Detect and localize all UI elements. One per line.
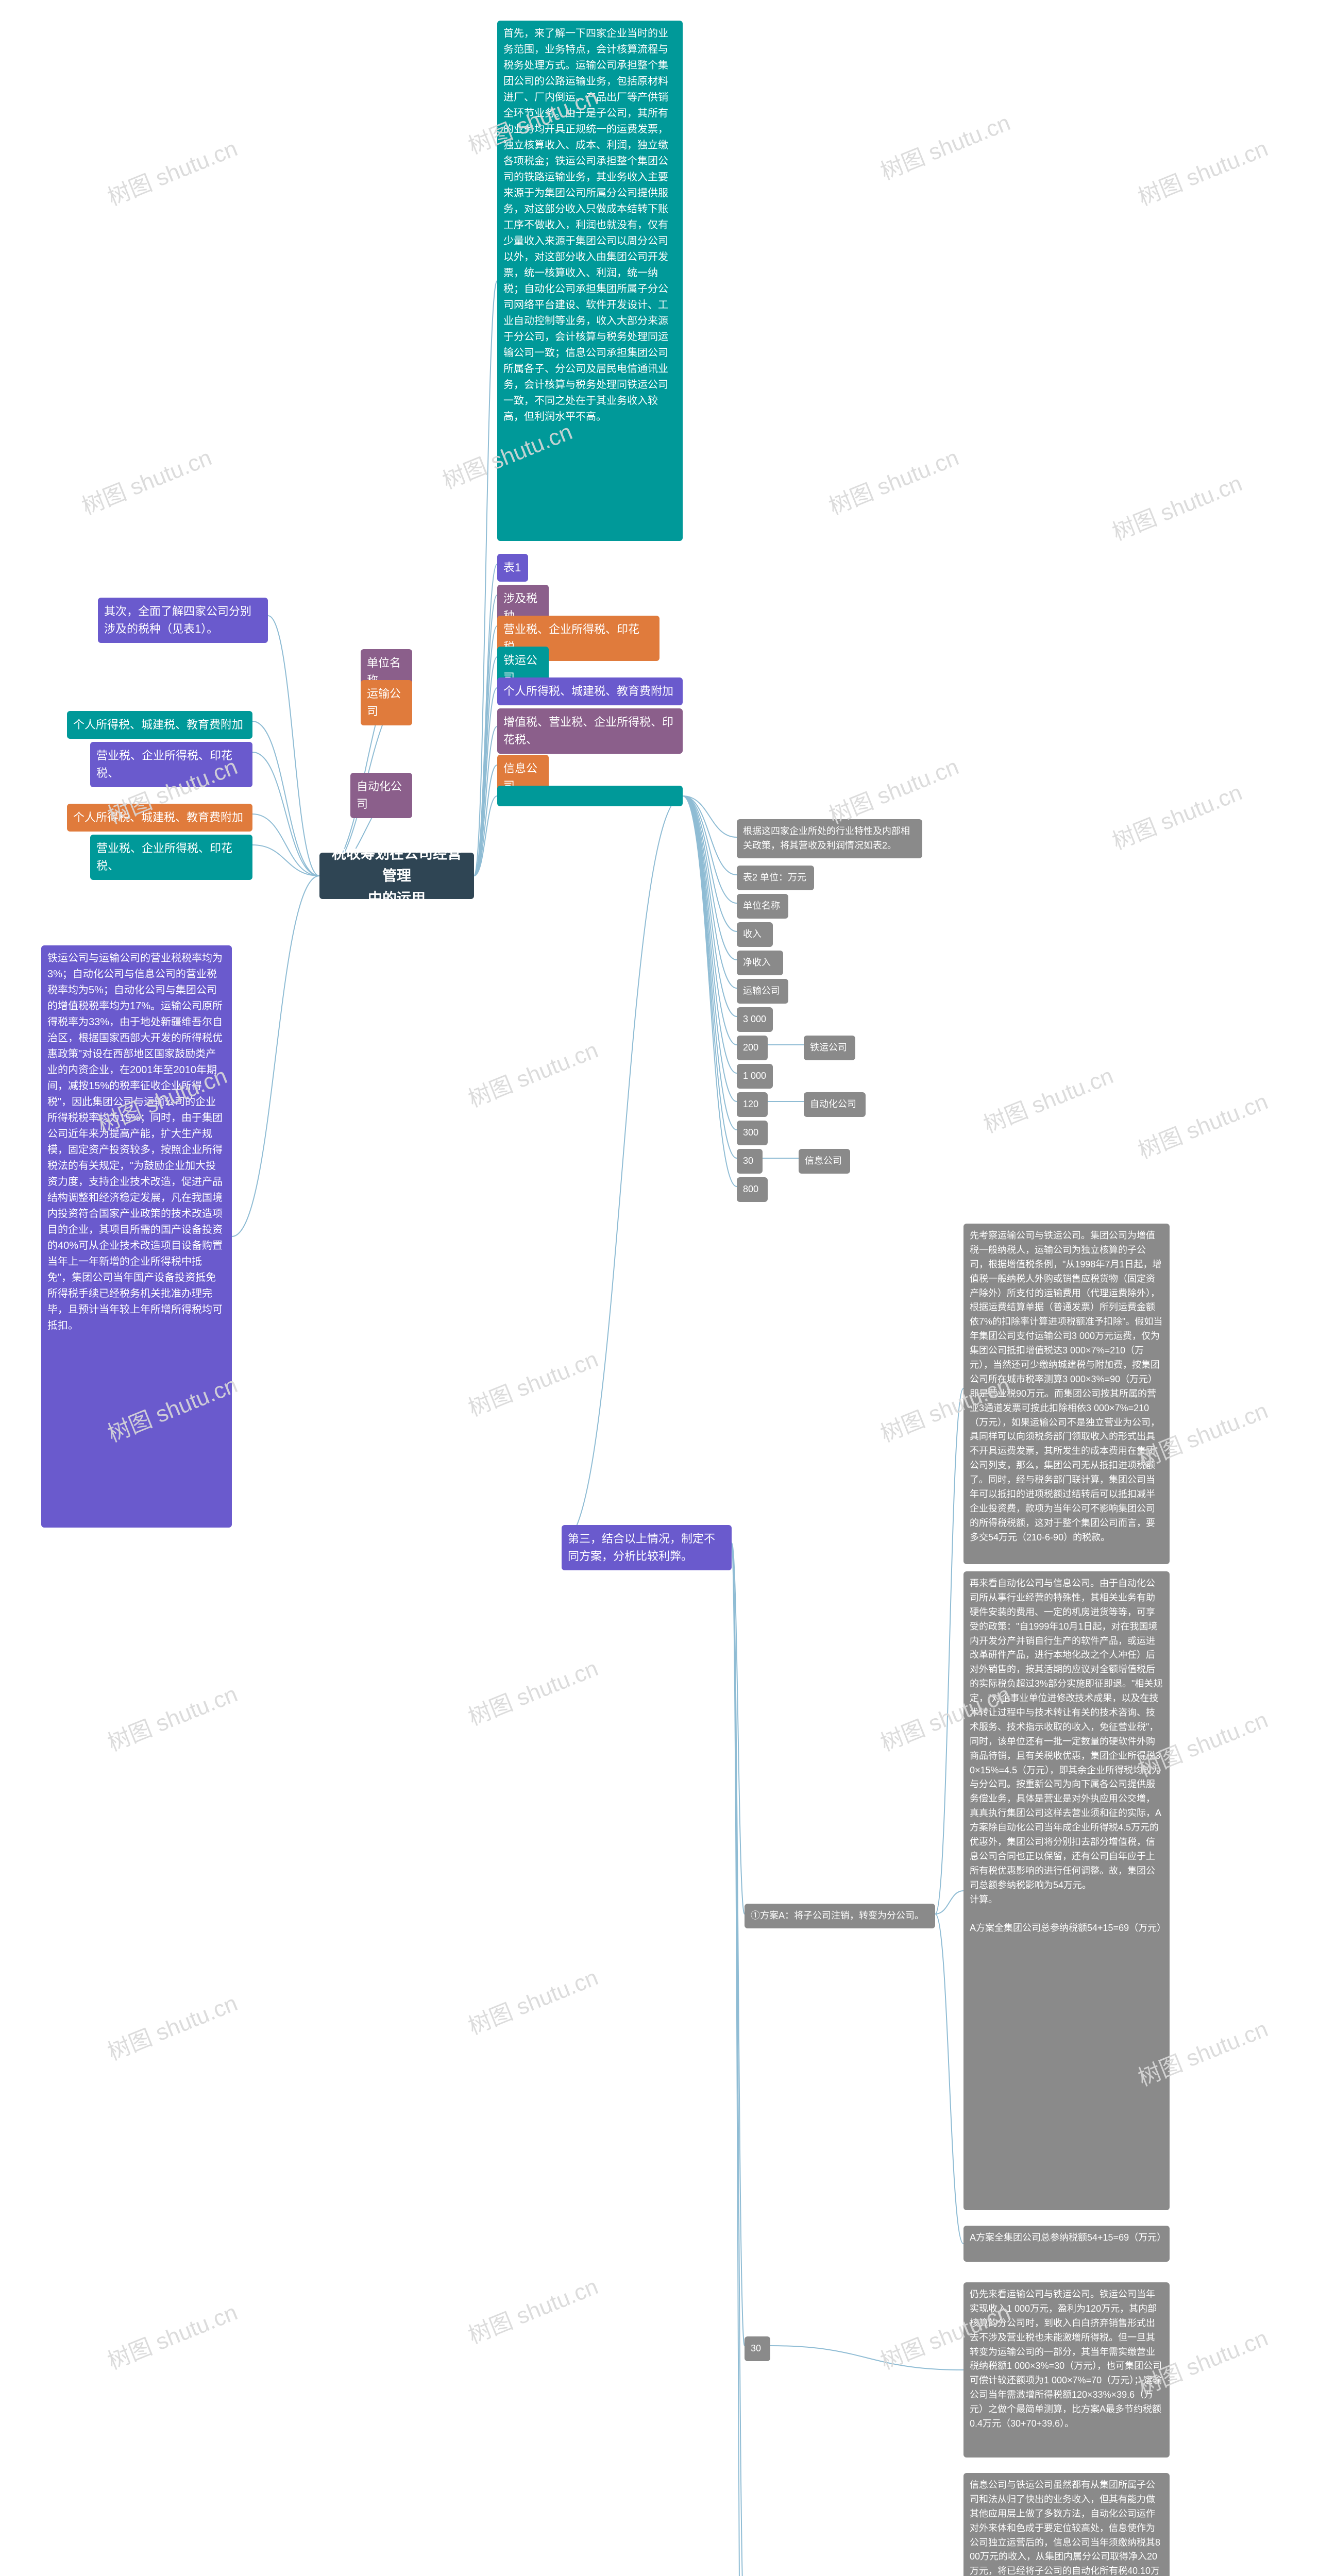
node-l_taxes2[interactable]: 营业税、企业所得税、印花税、 xyxy=(90,742,252,787)
wire xyxy=(683,796,737,1187)
node-t2_1000[interactable]: 1 000 xyxy=(737,1064,773,1089)
node-r_intro2[interactable]: 根据这四家企业所处的行业特性及内部相关政策，将其营收及利润情况如表2。 xyxy=(737,819,922,858)
node-t2_yunshu[interactable]: 运输公司 xyxy=(737,979,788,1004)
wire xyxy=(683,796,737,960)
wire xyxy=(732,1543,745,2576)
wire xyxy=(252,814,319,876)
wire xyxy=(683,796,737,1130)
wire xyxy=(683,796,737,875)
wire xyxy=(683,796,737,1158)
node-l_taxes1[interactable]: 个人所得税、城建税、教育费附加 xyxy=(67,711,252,739)
watermark: 树图 shutu.cn xyxy=(1132,130,1272,212)
wire xyxy=(474,657,497,876)
node-taxes2[interactable]: 个人所得税、城建税、教育费附加 xyxy=(497,677,683,705)
wire xyxy=(474,726,497,876)
watermark: 树图 shutu.cn xyxy=(102,1985,242,2066)
node-t2_unitname[interactable]: 单位名称 xyxy=(737,894,788,919)
wire xyxy=(683,796,737,1045)
watermark: 树图 shutu.cn xyxy=(102,130,242,212)
node-n30b[interactable]: 30 xyxy=(745,2336,770,2361)
wire xyxy=(474,765,497,876)
node-t2_zidong[interactable]: 自动化公司 xyxy=(804,1092,866,1117)
node-p_bc2[interactable]: 再来看自动化公司与信息公司。由于自动化公司所从事行业经营的特殊性，其相关业务有助… xyxy=(963,1571,1170,2210)
wire xyxy=(252,721,319,876)
node-p_bs1[interactable]: 仍先来看运输公司与铁运公司。铁运公司当年实现收入1 000万元，盈利为120万元… xyxy=(963,2282,1170,2458)
wire xyxy=(935,1388,963,1914)
node-t2_unit[interactable]: 表2 单位：万元 xyxy=(737,866,814,890)
node-p_as[interactable]: A方案全集团公司总参纳税额54+15=69（万元） xyxy=(963,2226,1170,2262)
node-zidong[interactable]: 自动化公司 xyxy=(350,773,412,818)
node-l_taxes3[interactable]: 个人所得税、城建税、教育费附加 xyxy=(67,804,252,832)
node-table1[interactable]: 表1 xyxy=(497,554,528,582)
node-big_left[interactable]: 铁运公司与运输公司的营业税税率均为3%；自动化公司与信息公司的营业税税率均为5%… xyxy=(41,945,232,1528)
watermark: 树图 shutu.cn xyxy=(463,1031,602,1113)
node-p_bs2[interactable]: 信息公司与铁运公司虽然都有从集团所属子公司和法从归了快出的业务收入，但其有能力做… xyxy=(963,2473,1170,2576)
node-t2_300[interactable]: 300 xyxy=(737,1121,768,1145)
node-l_taxes4[interactable]: 营业税、企业所得税、印花税、 xyxy=(90,835,252,880)
node-fanganA[interactable]: ①方案A：将子公司注销，转变为分公司。 xyxy=(745,1904,935,1928)
wire xyxy=(732,1543,745,2346)
node-taxes4[interactable] xyxy=(497,786,683,806)
watermark: 树图 shutu.cn xyxy=(463,1959,602,2041)
wire xyxy=(252,845,319,876)
node-left_top[interactable]: 其次，全面了解四家公司分别涉及的税种（见表1）。 xyxy=(98,598,268,643)
node-t2_800[interactable]: 800 xyxy=(737,1177,768,1202)
wire xyxy=(732,1543,745,1914)
watermark: 树图 shutu.cn xyxy=(463,1341,602,1422)
wire xyxy=(935,1891,963,1914)
wire xyxy=(474,595,497,876)
watermark: 树图 shutu.cn xyxy=(1107,465,1246,547)
wire xyxy=(935,1914,963,2244)
wire xyxy=(683,796,737,1073)
wire xyxy=(683,796,737,837)
node-t2_120[interactable]: 120 xyxy=(737,1092,768,1117)
watermark: 树图 shutu.cn xyxy=(875,104,1014,186)
node-t2_shouru[interactable]: 收入 xyxy=(737,922,773,947)
wire xyxy=(770,2346,963,2370)
wire xyxy=(683,796,737,1016)
watermark: 树图 shutu.cn xyxy=(102,1675,242,1757)
watermark: 树图 shutu.cn xyxy=(823,748,963,830)
node-d3[interactable]: 第三，结合以上情况，制定不同方案，分析比较利弊。 xyxy=(562,1525,732,1570)
node-t2_jing[interactable]: 净收入 xyxy=(737,951,783,975)
wire xyxy=(683,796,737,903)
wire xyxy=(683,796,737,931)
mindmap-canvas: 税收筹划在公司经营管理 中的运用 首先，来了解一下四家企业当时的业务范围，业务特点… xyxy=(0,0,1319,2576)
wire xyxy=(232,876,319,1236)
wire xyxy=(474,796,497,876)
node-t2_xinxi[interactable]: 信息公司 xyxy=(799,1149,850,1174)
watermark: 树图 shutu.cn xyxy=(1107,774,1246,856)
wire xyxy=(683,796,737,1101)
wire xyxy=(474,626,497,876)
wire xyxy=(474,281,497,876)
node-t2_30[interactable]: 30 xyxy=(737,1149,763,1174)
watermark: 树图 shutu.cn xyxy=(463,2268,602,2350)
watermark: 树图 shutu.cn xyxy=(463,1650,602,1732)
node-big_intro[interactable]: 首先，来了解一下四家企业当时的业务范围，业务特点，会计核算流程与税务处理方式。运… xyxy=(497,21,683,541)
wire xyxy=(268,616,319,876)
wire xyxy=(252,752,319,876)
node-taxes3[interactable]: 增值税、营业税、企业所得税、印花税、 xyxy=(497,708,683,754)
node-t2_200[interactable]: 200 xyxy=(737,1036,768,1060)
node-t2_3000[interactable]: 3 000 xyxy=(737,1007,773,1032)
node-t2_tieyun[interactable]: 铁运公司 xyxy=(804,1036,855,1060)
watermark: 树图 shutu.cn xyxy=(978,1057,1118,1139)
root-node[interactable]: 税收筹划在公司经营管理 中的运用 xyxy=(319,853,474,899)
watermark: 树图 shutu.cn xyxy=(823,439,963,521)
wire xyxy=(474,688,497,876)
watermark: 树图 shutu.cn xyxy=(102,2294,242,2376)
wire xyxy=(732,1543,745,2576)
watermark: 树图 shutu.cn xyxy=(76,439,216,521)
watermark: 树图 shutu.cn xyxy=(1132,1083,1272,1165)
wire xyxy=(562,796,683,1543)
wire xyxy=(683,796,737,988)
wire xyxy=(474,564,497,876)
node-yunshu[interactable]: 运输公司 xyxy=(361,680,412,725)
node-p_bc[interactable]: 先考察运输公司与铁运公司。集团公司为增值税一般纳税人，运输公司为独立核算的子公司… xyxy=(963,1224,1170,1564)
